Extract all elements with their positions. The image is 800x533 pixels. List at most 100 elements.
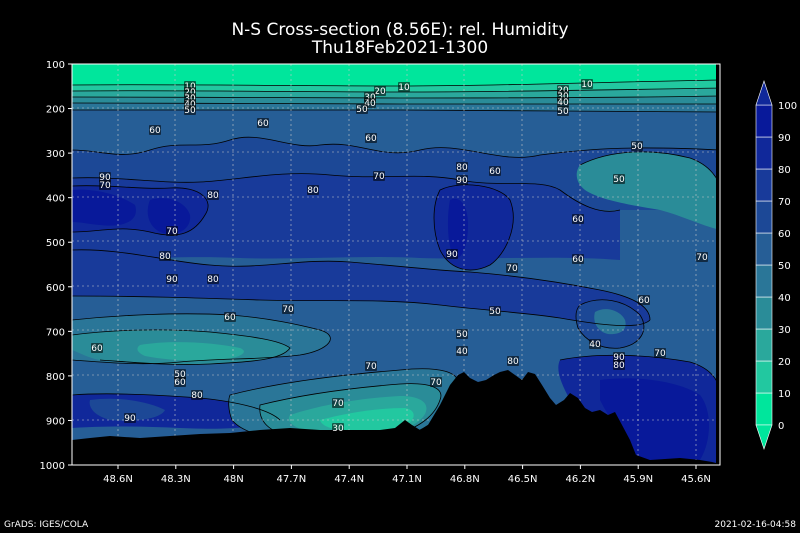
x-tick-label: 45.9N [623,474,653,485]
y-axis: 100 200 300 400 500 600 700 800 900 1000 [40,60,72,472]
contour-label: 70 [373,171,385,182]
colorbar-segment [755,104,773,138]
svg-text:50: 50 [613,175,625,185]
region-low-60-left [89,398,165,421]
colorbar-label: 10 [778,389,791,400]
svg-text:90: 90 [166,275,178,285]
x-tick-label: 46.5N [508,474,538,485]
svg-text:60: 60 [257,119,269,129]
svg-text:10: 10 [398,83,410,93]
colorbar-label: 60 [778,229,791,240]
colorbar-label: 30 [778,325,791,336]
contour-label: 10 [398,82,410,93]
svg-text:40: 40 [557,98,569,108]
colorbar-bottom-arrow [755,424,773,450]
svg-text:60: 60 [91,344,103,354]
colorbar-label: 40 [778,293,791,304]
contour-label: 60 [572,214,584,225]
region-col-90 [447,198,468,259]
y-tick-label: 600 [46,283,65,294]
svg-text:60: 60 [572,255,584,265]
y-tick-label: 900 [46,416,65,427]
svg-text:60: 60 [489,167,501,177]
colorbar-segment [755,392,773,426]
contour-label: 80 [207,274,219,285]
plot-area [72,64,720,465]
contour-label: 90 [613,352,625,363]
svg-text:70: 70 [166,227,178,237]
colorbar-segment [755,200,773,234]
svg-text:80: 80 [613,361,625,371]
contour-label: 60 [365,133,377,144]
contour-label: 50 [613,174,625,185]
svg-text:70: 70 [365,362,377,372]
contour-label: 30 [332,423,344,434]
svg-text:40: 40 [364,99,376,109]
svg-text:50: 50 [489,307,501,317]
svg-text:70: 70 [332,399,344,409]
contour-label: 70 [430,377,442,388]
colorbar-label: 90 [778,133,791,144]
svg-text:50: 50 [356,105,368,115]
svg-text:60: 60 [149,126,161,136]
svg-text:80: 80 [207,275,219,285]
colorbar-segment [755,168,773,202]
contour-label: 70 [99,180,111,191]
contour-label: 60 [91,343,103,354]
svg-text:30: 30 [332,424,344,434]
region-upper-90b [147,198,191,235]
svg-text:70: 70 [282,305,294,315]
contour-label: 60 [149,125,161,136]
contour-label: 80 [613,360,625,371]
svg-text:60: 60 [365,134,377,144]
contour-label: 80 [159,251,171,262]
contour-label: 70 [166,226,178,237]
contour-label: 90 [446,249,458,260]
terrain [72,370,720,465]
footer-left: GrADS: IGES/COLA [4,520,89,530]
colorbar-top-arrow [755,80,773,106]
y-tick-label: 500 [46,238,65,249]
svg-text:70: 70 [430,378,442,388]
x-tick-label: 45.6N [681,474,711,485]
y-tick-label: 200 [46,105,65,116]
svg-text:50: 50 [456,330,468,340]
region-upper-90 [72,189,136,226]
colorbar-label: 70 [778,197,791,208]
y-tick-label: 700 [46,327,65,338]
contour-label: 60 [572,254,584,265]
contour-label: 40 [557,97,569,108]
colorbar-segment [755,232,773,266]
contour-label: 50 [356,104,368,115]
y-tick-label: 800 [46,372,65,383]
contour-label: 90 [99,172,111,183]
colorbar: 0 10 20 30 40 50 60 70 80 90 100 [755,80,797,450]
contour-label: 80 [456,162,468,173]
svg-text:60: 60 [572,215,584,225]
y-tick-label: 100 [46,60,65,71]
contour-label: 60 [224,312,236,323]
region-mid-70 [72,249,650,326]
contour-label: 50 [631,141,643,152]
x-tick-label: 46.2N [566,474,596,485]
x-tick-label: 48N [223,474,243,485]
svg-text:50: 50 [557,107,569,117]
svg-text:90: 90 [613,353,625,363]
svg-text:90: 90 [124,414,136,424]
chart-title: N-S Cross-section (8.56E): rel. Humidity [231,20,568,40]
contour-label: 60 [489,166,501,177]
svg-text:20: 20 [374,87,386,97]
contour-label: 70 [332,398,344,409]
x-axis: 48.6N 48.3N 48N 47.7N 47.4N 47.1N 46.8N 46.5N 46… [103,465,711,485]
region-right-50-pocket [594,309,626,335]
svg-text:60: 60 [638,296,650,306]
region-mid-30 [137,342,244,361]
colorbar-segment [755,328,773,362]
contour-label: 80 [191,390,203,401]
svg-text:50: 50 [631,142,643,152]
svg-text:40: 40 [456,347,468,357]
svg-text:50: 50 [174,370,186,380]
svg-text:80: 80 [207,191,219,201]
contour-label: 80 [507,356,519,367]
